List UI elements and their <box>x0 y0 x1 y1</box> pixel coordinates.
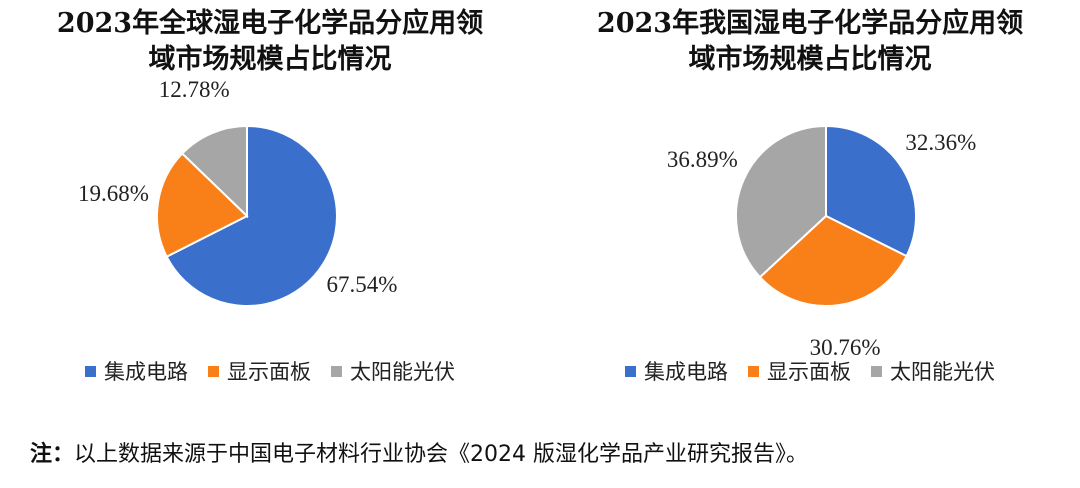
china-title-line-1: 2023年我国湿电子化学品分应用领 <box>596 8 1024 39</box>
china-title-line-2: 域市场规模占比情况 <box>688 44 932 75</box>
pie-label-ic: 32.36% <box>905 130 976 155</box>
legend-item-display: 显示面板 <box>208 356 311 386</box>
global-pie-chart: 67.54% 19.68% 12.78% <box>78 77 398 307</box>
pie-label-display: 30.76% <box>810 335 881 360</box>
note-text: 以上数据来源于中国电子材料行业协会《2024 版湿化学品产业研究报告》。 <box>74 442 808 467</box>
global-chart-title: 2023年全球湿电子化学品分应用领 域市场规模占比情况 <box>0 6 540 78</box>
legend-label-ic: 集成电路 <box>644 360 728 384</box>
pie-label-display: 19.68% <box>78 181 149 206</box>
legend-swatch-solar <box>871 365 882 377</box>
global-title-line-2: 域市场规模占比情况 <box>148 44 392 75</box>
legend-label-ic: 集成电路 <box>104 360 188 384</box>
source-note: 注：以上数据来源于中国电子材料行业协会《2024 版湿化学品产业研究报告》。 <box>30 436 1060 468</box>
note-label: 注： <box>30 442 75 467</box>
pie-label-ic: 67.54% <box>327 272 398 297</box>
pie-label-solar: 36.89% <box>667 147 738 172</box>
legend-item-display: 显示面板 <box>748 356 851 386</box>
legend-label-solar: 太阳能光伏 <box>350 360 455 384</box>
legend-swatch-display <box>748 365 759 377</box>
legend-item-ic: 集成电路 <box>625 356 728 386</box>
legend-swatch-ic <box>85 365 96 377</box>
china-chart-panel: 2023年我国湿电子化学品分应用领 域市场规模占比情况 32.36% 30.76%… <box>540 0 1080 400</box>
china-chart-title: 2023年我国湿电子化学品分应用领 域市场规模占比情况 <box>540 6 1080 78</box>
legend-label-solar: 太阳能光伏 <box>890 360 995 384</box>
china-pie-chart: 32.36% 30.76% 36.89% <box>667 124 976 360</box>
legend-label-display: 显示面板 <box>227 360 311 384</box>
legend-swatch-ic <box>625 365 636 377</box>
pie-slice-display <box>758 214 908 307</box>
legend-item-solar: 太阳能光伏 <box>871 356 995 386</box>
pie-slice-solar <box>735 124 827 279</box>
pie-label-solar: 12.78% <box>159 77 230 102</box>
legend-swatch-solar <box>331 365 342 377</box>
pie-slice-ic <box>825 124 917 258</box>
legend-label-display: 显示面板 <box>767 360 851 384</box>
china-legend: 集成电路 显示面板 太阳能光伏 <box>540 356 1080 386</box>
pie-slice-ic <box>165 124 338 307</box>
global-legend: 集成电路 显示面板 太阳能光伏 <box>0 356 540 386</box>
legend-swatch-display <box>208 365 219 377</box>
global-title-line-1: 2023年全球湿电子化学品分应用领 <box>56 8 484 39</box>
legend-item-ic: 集成电路 <box>85 356 188 386</box>
legend-item-solar: 太阳能光伏 <box>331 356 455 386</box>
global-chart-panel: 2023年全球湿电子化学品分应用领 域市场规模占比情况 67.54% 19.68%… <box>0 0 540 400</box>
pie-slice-solar <box>180 124 248 219</box>
pie-slice-display <box>156 152 249 259</box>
